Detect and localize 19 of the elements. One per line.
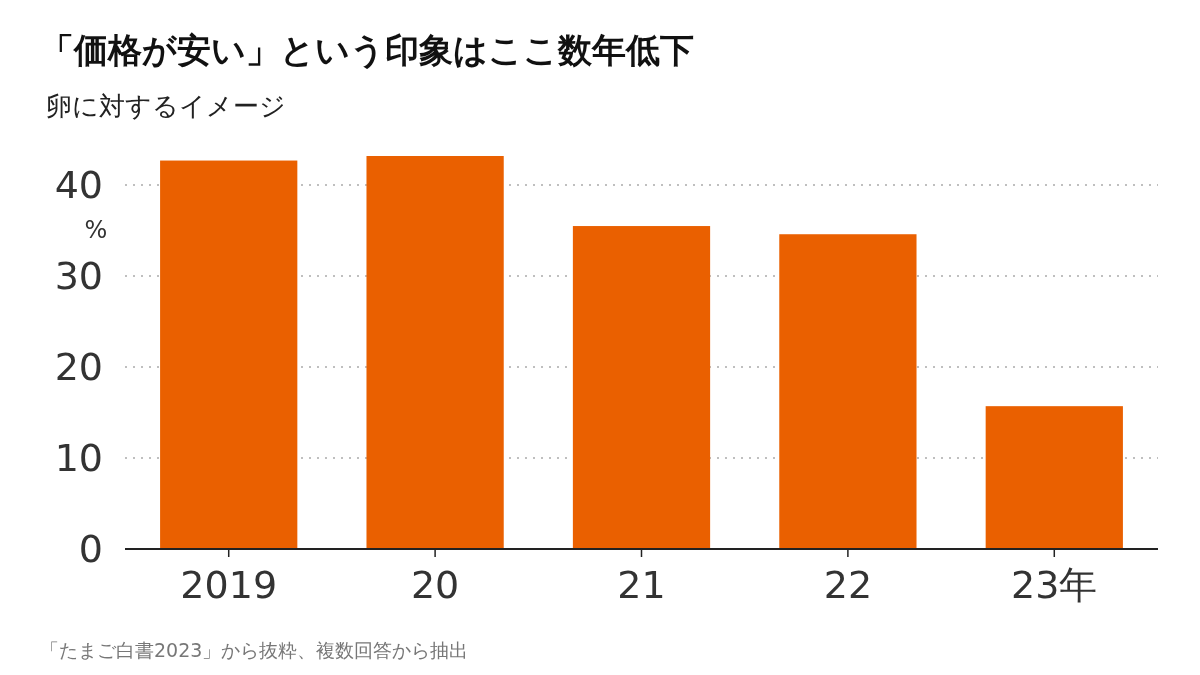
y-axis-title: % [84, 216, 108, 244]
x-tick-label: 21 [617, 562, 666, 607]
x-tick-label: 2019 [180, 562, 278, 607]
x-tick-label: 23年 [1011, 562, 1098, 607]
chart-title: 「価格が安い」という印象はここ数年低下 [40, 30, 694, 70]
y-tick-label: 0 [78, 526, 103, 571]
y-tick-label: 30 [54, 253, 103, 298]
bar [985, 406, 1123, 549]
x-tick-label: 20 [410, 562, 460, 607]
bar [366, 156, 504, 549]
bar [160, 160, 298, 549]
y-tick-label: 10 [54, 435, 103, 480]
chart-subtitle: 卵に対するイメージ [46, 91, 286, 121]
bar [572, 226, 711, 549]
y-tick-label: 20 [54, 344, 103, 389]
y-tick-label: 40 [54, 162, 103, 207]
bar [779, 234, 917, 549]
text: 「たまご白書2023」から抜粋、複数回答から抽出 [40, 639, 469, 661]
x-tick-label: 22 [823, 562, 873, 607]
